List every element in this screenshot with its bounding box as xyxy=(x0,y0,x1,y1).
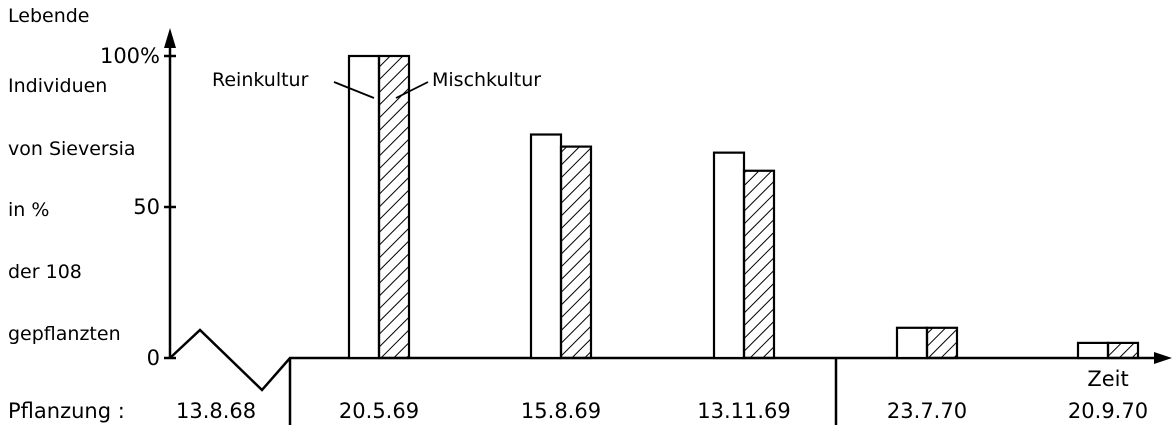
bars xyxy=(347,54,1140,360)
y-ticks: 100% 50 0 xyxy=(100,44,176,370)
x-tick-label-3: 23.7.70 xyxy=(887,399,967,423)
bar-reinkultur-2 xyxy=(712,151,746,360)
y-tick-label-2: 0 xyxy=(147,346,160,370)
x-tick-label-1: 15.8.69 xyxy=(521,399,601,423)
y-label-line-6: gepflanzten xyxy=(8,323,121,345)
bar-reinkultur-3 xyxy=(895,326,929,360)
bar-mischkultur-0 xyxy=(377,54,411,360)
y-tick-label-0: 100% xyxy=(100,44,160,68)
y-tick-label-1: 50 xyxy=(133,195,160,219)
bar-reinkultur-0 xyxy=(347,54,381,360)
x-tick-label-0: 20.5.69 xyxy=(339,399,419,423)
y-label-line-3: von Sieversia xyxy=(8,138,136,160)
x-tick-label-2: 13.11.69 xyxy=(697,399,791,423)
x-ticks: 20.5.69 15.8.69 13.11.69 23.7.70 20.9.70 xyxy=(339,399,1148,423)
x-prefix: Pflanzung : xyxy=(8,399,125,423)
y-axis-arrow xyxy=(164,28,176,48)
bar-mischkultur-3 xyxy=(925,326,959,360)
bar-mischkultur-2 xyxy=(742,169,776,360)
y-label-line-1: Lebende xyxy=(8,5,89,27)
axis-break-line xyxy=(169,328,1158,392)
y-label-line-5: der 108 xyxy=(8,261,82,283)
legend-mischkultur-pointer xyxy=(395,81,429,99)
x-axis-arrow xyxy=(1154,352,1172,364)
bar-mischkultur-4 xyxy=(1106,341,1140,360)
legend-mischkultur: Mischkultur xyxy=(432,69,541,91)
y-label-line-4: in % xyxy=(8,199,49,221)
x-tick-label-4: 20.9.70 xyxy=(1068,399,1148,423)
y-axis-label: Lebende Individuen von Sieversia in % de… xyxy=(8,5,136,345)
x-axis-title: Zeit xyxy=(1087,367,1128,391)
bar-reinkultur-4 xyxy=(1076,341,1110,360)
legend: Reinkultur Mischkultur xyxy=(212,69,541,99)
legend-reinkultur: Reinkultur xyxy=(212,69,309,91)
y-label-line-2: Individuen xyxy=(8,75,107,97)
bar-mischkultur-1 xyxy=(559,145,593,360)
bar-reinkultur-1 xyxy=(529,133,563,360)
axes xyxy=(164,28,1172,425)
legend-reinkultur-pointer xyxy=(333,81,375,99)
x-axis-labels: Pflanzung : 13.8.68 Zeit xyxy=(8,367,1129,423)
x-tick-planting: 13.8.68 xyxy=(176,399,256,423)
